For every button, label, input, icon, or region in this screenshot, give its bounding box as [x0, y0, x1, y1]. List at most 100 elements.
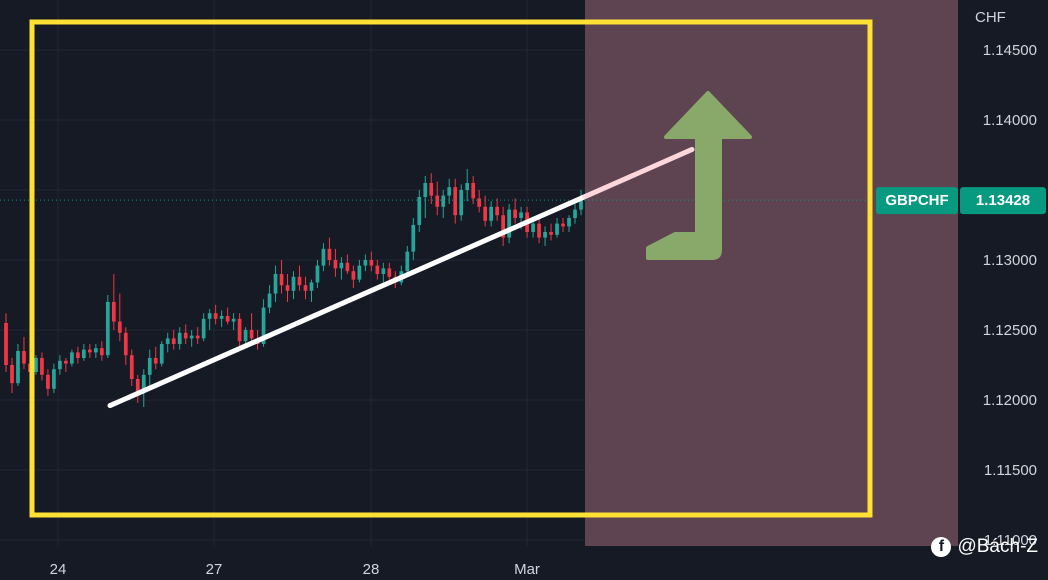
- candle: [237, 313, 242, 350]
- candle-body: [207, 313, 212, 319]
- candle-body: [345, 262, 350, 272]
- candle: [375, 260, 380, 280]
- candle-body: [351, 271, 356, 280]
- candle-body: [567, 218, 571, 227]
- candle: [105, 295, 110, 358]
- candle: [4, 313, 8, 372]
- candle: [40, 352, 44, 381]
- candle-body: [34, 358, 38, 372]
- candle-body: [111, 302, 116, 322]
- candle-body: [40, 358, 44, 375]
- candle-body: [189, 335, 194, 339]
- candle-body: [159, 344, 164, 364]
- candle-body: [459, 190, 464, 216]
- candle: [52, 363, 56, 393]
- candle: [219, 310, 224, 328]
- candle-body: [375, 265, 380, 274]
- candle-body: [93, 348, 98, 353]
- candle-body: [105, 302, 110, 356]
- candle: [465, 169, 470, 202]
- candle: [279, 260, 284, 294]
- candle: [369, 251, 374, 272]
- candle: [117, 293, 122, 342]
- candle: [273, 265, 278, 302]
- price-axis-bg: [958, 0, 1048, 546]
- candle: [579, 190, 583, 216]
- grid: [0, 0, 958, 546]
- candle: [123, 327, 128, 365]
- candle: [135, 374, 140, 403]
- facebook-icon: f: [931, 537, 952, 557]
- candle-body: [453, 187, 458, 216]
- candle-body: [465, 183, 470, 190]
- candle-body: [243, 330, 248, 342]
- candle-body: [579, 199, 583, 210]
- candle: [309, 279, 314, 302]
- candle-body: [447, 187, 452, 196]
- candle-body: [387, 268, 392, 277]
- candle: [555, 218, 559, 238]
- last-price-label: 1.13428: [976, 192, 1030, 209]
- candle-body: [441, 195, 446, 207]
- price-tick-label: 1.12500: [983, 322, 1037, 339]
- candle: [405, 246, 410, 274]
- time-axis[interactable]: 24 27 28 Mar: [50, 561, 540, 578]
- candle-body: [411, 225, 416, 252]
- candle-body: [22, 351, 26, 364]
- candle: [147, 349, 152, 386]
- candle: [76, 346, 80, 364]
- candle-body: [153, 358, 158, 364]
- candle: [207, 309, 212, 330]
- candle-body: [135, 379, 140, 393]
- candle-body: [183, 332, 188, 339]
- candle-body: [543, 232, 547, 238]
- symbol-label: GBPCHF: [885, 192, 948, 209]
- candle-body: [76, 352, 80, 358]
- candle-body: [369, 260, 374, 266]
- candle: [64, 358, 68, 372]
- candle: [345, 254, 350, 274]
- candle-body: [249, 330, 254, 339]
- candle: [543, 226, 547, 246]
- candle-body: [423, 183, 428, 197]
- candle-body: [46, 374, 50, 389]
- candle-body: [573, 209, 577, 218]
- candle: [471, 176, 476, 204]
- candle: [315, 260, 320, 288]
- candle-body: [99, 348, 104, 356]
- candle-body: [501, 215, 505, 238]
- candle: [423, 176, 428, 218]
- candle: [165, 332, 170, 353]
- candle: [70, 349, 74, 367]
- trendline[interactable]: [107, 194, 588, 409]
- candle-body: [64, 360, 68, 364]
- candle-body: [123, 332, 128, 356]
- candle: [201, 313, 206, 342]
- candle: [495, 198, 500, 221]
- candle: [477, 190, 482, 213]
- candle: [363, 254, 368, 272]
- price-tick-label: 1.11000: [984, 532, 1037, 549]
- price-axis[interactable]: 1.14500 1.14000 1.13000 1.12500 1.12000 1.115…: [958, 0, 1048, 549]
- candle: [303, 276, 308, 300]
- candle-body: [279, 274, 284, 286]
- future-zone: [585, 0, 958, 546]
- candle: [171, 330, 176, 350]
- candle-body: [513, 209, 517, 218]
- candle: [381, 262, 386, 283]
- candle-body: [201, 318, 206, 339]
- candle-body: [291, 276, 296, 291]
- candle-body: [285, 285, 290, 291]
- candle-body: [213, 313, 218, 319]
- candle-body: [321, 248, 326, 266]
- candle: [351, 265, 356, 288]
- candle-body: [129, 355, 134, 379]
- highlight-box[interactable]: [29, 19, 873, 518]
- trendline-extension[interactable]: [582, 146, 695, 200]
- candle: [453, 178, 458, 224]
- candle: [129, 349, 134, 386]
- candle: [99, 341, 104, 361]
- candle-body: [417, 197, 422, 225]
- candle-body: [4, 323, 8, 365]
